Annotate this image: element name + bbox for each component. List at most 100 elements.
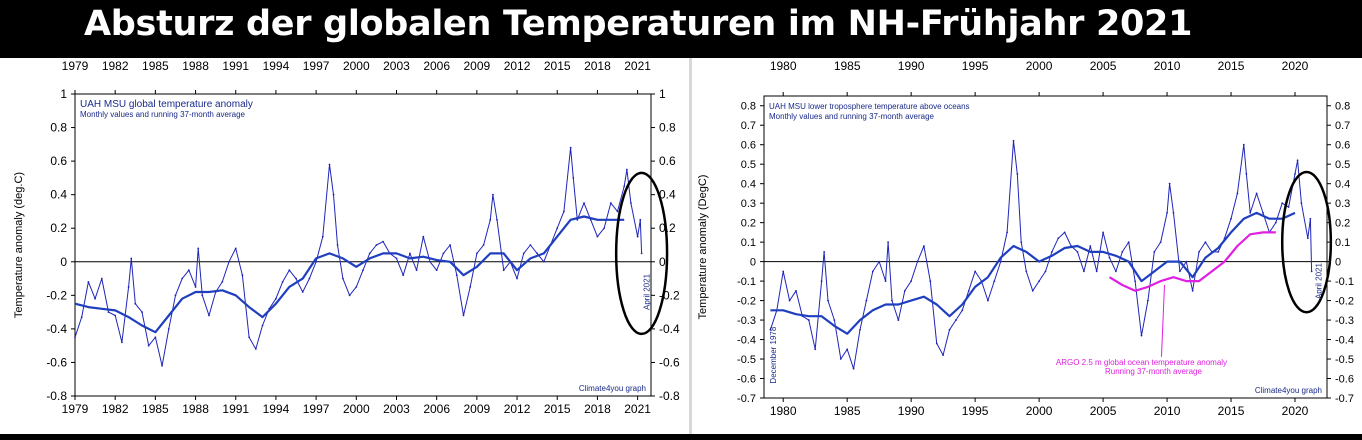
y-tick-label-right: 0.7 (1335, 120, 1350, 132)
y-tick-label-right: 0.5 (1335, 159, 1350, 171)
december-1978-label: December 1978 (769, 326, 778, 383)
monthly-data-point (375, 244, 378, 246)
monthly-data-point (469, 286, 472, 288)
monthly-data-point (623, 185, 626, 188)
monthly-data-point (814, 348, 817, 351)
x-tick-label-bottom: 1990 (898, 404, 925, 418)
x-tick-label-top: 2006 (423, 59, 450, 73)
title-banner: Absturz der globalen Temperaturen im NH-… (0, 0, 1362, 58)
april-2021-label: April 2021 (643, 273, 652, 310)
monthly-data-point (332, 193, 335, 196)
monthly-data-point (782, 270, 785, 273)
x-tick-label-top: 2009 (464, 59, 491, 73)
y-tick-label-right: -0.4 (659, 322, 680, 336)
plot-frame (74, 93, 652, 397)
y-tick-label-left: -0.4 (737, 335, 756, 347)
monthly-data-point (114, 314, 117, 317)
monthly-data-point (161, 364, 163, 367)
monthly-data-point (516, 277, 518, 280)
running-average-line (770, 211, 1296, 335)
x-tick-label-bottom: 2015 (1218, 404, 1245, 418)
monthly-data-point (80, 316, 83, 319)
x-tick-label-bottom: 1988 (182, 402, 209, 416)
x-tick-label-bottom: 2010 (1154, 404, 1181, 418)
x-tick-label-top: 2018 (584, 59, 611, 73)
monthly-data-point (315, 260, 318, 263)
y-tick-label-left: 0.8 (50, 121, 67, 135)
x-tick-label-bottom: 2000 (1026, 404, 1053, 418)
monthly-data-point (94, 297, 96, 300)
x-tick-label-bottom: 1982 (102, 402, 129, 416)
y-tick-label-left: -0.4 (46, 322, 67, 336)
monthly-data-point (348, 294, 351, 297)
x-tick-label-bottom: 2009 (464, 402, 491, 416)
monthly-data-point (974, 270, 977, 273)
monthly-data-point (1127, 241, 1130, 244)
monthly-data-point (1217, 250, 1220, 253)
monthly-data-point (923, 245, 925, 247)
monthly-data-point (442, 252, 445, 255)
monthly-data-point (1082, 270, 1085, 273)
y-tick-label-left: 0.8 (741, 101, 756, 113)
monthly-data-point (328, 163, 331, 166)
monthly-data-point (475, 252, 478, 255)
y-tick-label-left: 0.5 (741, 159, 756, 171)
monthly-data-point (603, 227, 606, 230)
monthly-data-point (194, 286, 197, 288)
y-tick-label-left: 0.1 (741, 237, 756, 249)
monthly-data-point (355, 286, 358, 288)
monthly-data-point (281, 281, 284, 283)
y-tick-label-left: 0.4 (741, 179, 756, 191)
monthly-data-point (74, 336, 76, 339)
y-tick-label-left: 0.2 (50, 221, 67, 235)
monthly-data-point (295, 277, 297, 280)
y-tick-label-right: 1 (659, 87, 666, 101)
monthly-data-point (301, 291, 304, 293)
monthly-data-point (1134, 280, 1136, 282)
monthly-data-point (1300, 202, 1303, 205)
x-tick-label-bottom: 2006 (423, 402, 450, 416)
x-tick-label-top: 2000 (1026, 59, 1053, 73)
argo-label: ARGO 2.5 m global ocean temperature anom… (1056, 358, 1227, 367)
x-tick-label-top: 2015 (544, 59, 571, 73)
monthly-series-line (74, 147, 643, 367)
y-tick-label-left: 1 (60, 87, 67, 101)
y-tick-label-right: -0.7 (1335, 393, 1354, 405)
monthly-data-point (1168, 182, 1171, 185)
monthly-data-point (415, 269, 418, 272)
y-tick-label-right: -0.3 (1335, 315, 1354, 327)
y-tick-label-right: -0.4 (1335, 335, 1354, 347)
x-tick-label-bottom: 1997 (303, 402, 330, 416)
monthly-data-point (342, 277, 344, 280)
monthly-data-point (1076, 250, 1079, 253)
monthly-data-point (616, 210, 619, 213)
y-tick-label-right: -0.1 (1335, 276, 1354, 288)
x-tick-label-bottom: 1995 (962, 404, 989, 418)
monthly-data-point (462, 314, 465, 317)
monthly-data-point (1057, 237, 1060, 240)
monthly-data-point (625, 168, 628, 171)
x-tick-label-bottom: 1991 (222, 402, 249, 416)
y-tick-label-left: 0 (750, 257, 756, 269)
x-tick-label-bottom: 2021 (624, 402, 651, 416)
monthly-data-point (1044, 270, 1047, 273)
monthly-data-point (1294, 173, 1296, 175)
chart-title: UAH MSU lower troposphere temperature ab… (769, 102, 970, 111)
monthly-data-point (999, 260, 1002, 263)
monthly-data-point (897, 319, 900, 321)
monthly-data-point (1020, 241, 1023, 244)
y-tick-label-right: 0.8 (659, 121, 676, 135)
x-tick-label-top: 1988 (182, 59, 209, 73)
monthly-data-point (987, 299, 989, 302)
monthly-data-point (197, 247, 200, 250)
monthly-data-point (823, 250, 826, 253)
y-tick-label-right: 0 (1335, 257, 1341, 269)
monthly-data-point (147, 344, 150, 347)
monthly-data-point (522, 252, 525, 255)
y-tick-label-left: 0 (60, 255, 67, 269)
monthly-data-point (1025, 270, 1028, 273)
monthly-data-point (402, 274, 405, 277)
monthly-data-point (1006, 231, 1009, 234)
x-tick-label-top: 2015 (1218, 59, 1245, 73)
monthly-data-point (788, 299, 791, 302)
